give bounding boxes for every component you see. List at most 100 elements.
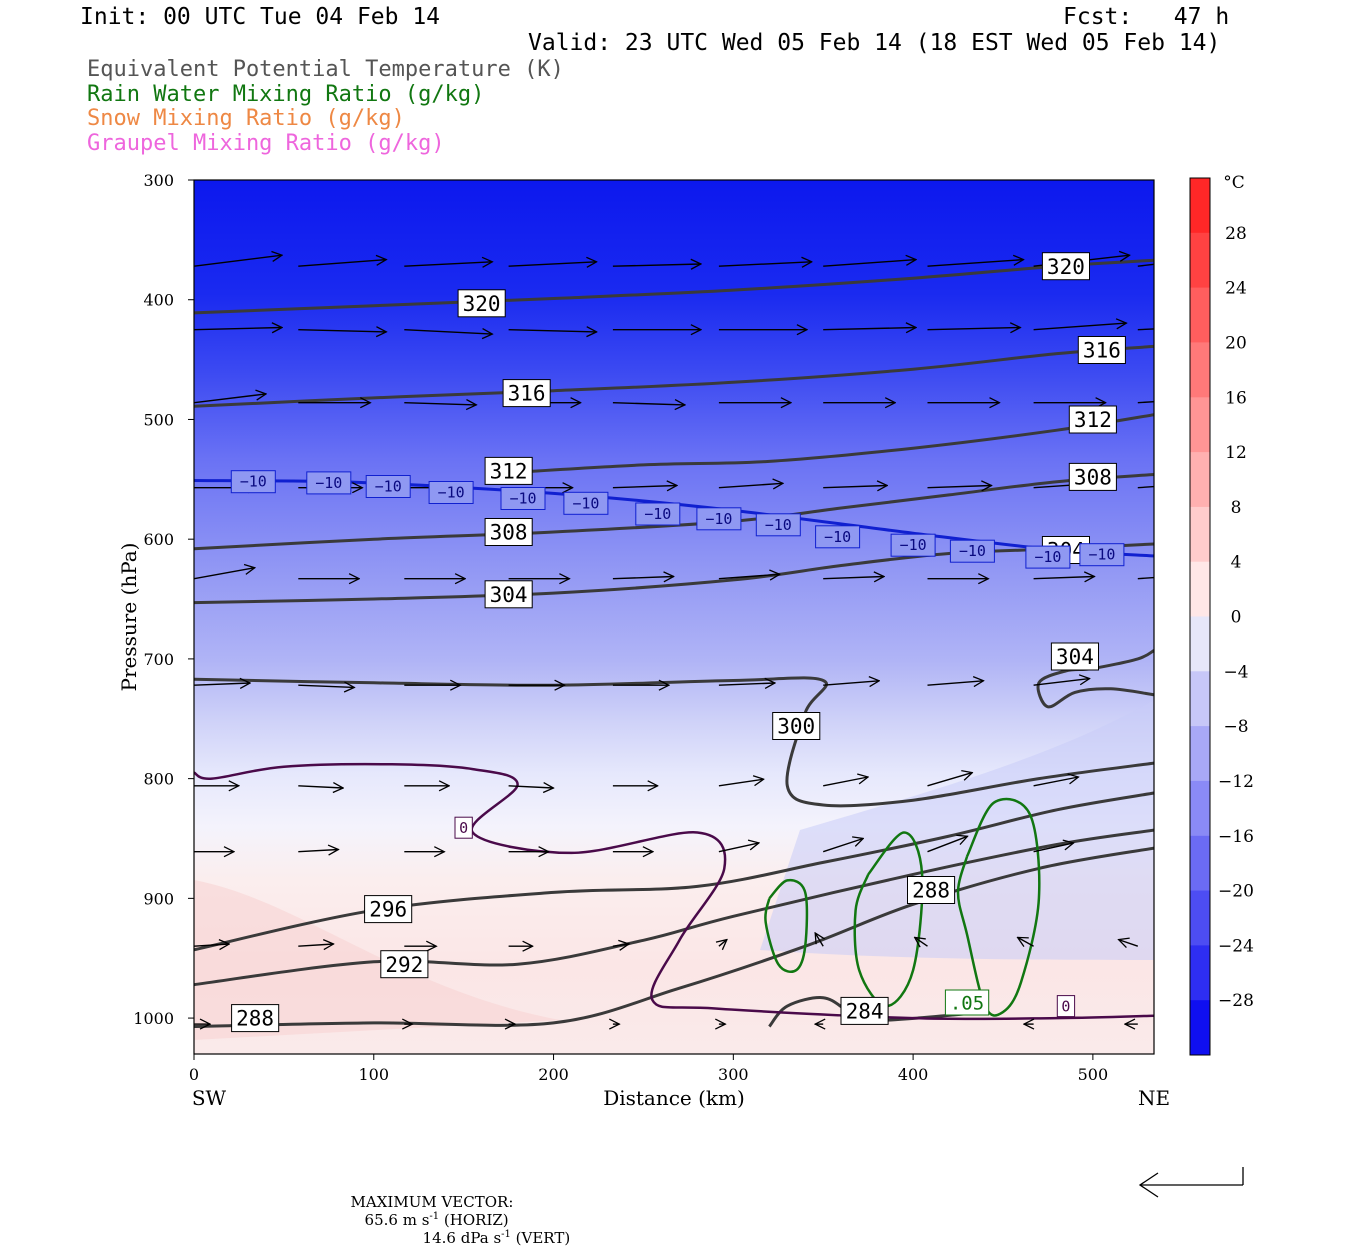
wind-vector (298, 850, 338, 852)
minus10-label-box (815, 525, 861, 549)
minus10-label: −10 (315, 474, 342, 492)
wind-vector (823, 486, 887, 488)
theta-e-label: 320 (463, 292, 501, 316)
vert-exponent: -1 (501, 1229, 511, 1240)
max-vector-key (1138, 1167, 1244, 1198)
wind-vector (612, 264, 701, 266)
minus10-label-box (1079, 543, 1125, 567)
valid-time: Valid: 23 UTC Wed 05 Feb 14 (18 EST Wed … (528, 30, 1221, 56)
theta-e-label-box (772, 712, 821, 740)
theta-e-label: 288 (912, 879, 950, 903)
colorbar-swatch (1190, 726, 1210, 782)
theta-e-contour-316 (194, 344, 1154, 408)
colorbar-frame (1189, 177, 1211, 1056)
wind-vector (194, 255, 282, 267)
x-tick-label: 0 (189, 1065, 199, 1084)
wind-vector (718, 779, 764, 787)
theta-e-label-box (1068, 462, 1117, 491)
theta-e-label: 316 (1083, 339, 1121, 363)
theta-e-label: 320 (1047, 255, 1085, 279)
wind-vector (915, 937, 928, 946)
key-arrow-head (1138, 1172, 1159, 1198)
colorbar-tick-label: −4 (1223, 662, 1248, 682)
wind-vector (823, 577, 884, 579)
rain-water-label: .05 (950, 992, 984, 1014)
wind-vector (927, 773, 973, 787)
wind-vector (1033, 777, 1079, 787)
minus10-label: −10 (644, 505, 671, 523)
minus10-label: −10 (509, 490, 536, 508)
legend-rain-water: Rain Water Mixing Ratio (g/kg) (87, 82, 485, 107)
colorbar-tick-label: −16 (1218, 827, 1254, 847)
wind-vector (823, 328, 916, 330)
zero-isotherm-label-box (1056, 995, 1076, 1018)
y-tick-label: 800 (143, 770, 174, 789)
cross-section-chart: 3203203163163123123083083043043043002962… (117, 171, 1254, 1198)
minus10-label: −10 (959, 542, 986, 560)
theta-e-label: 304 (1056, 645, 1094, 669)
rain-water-label-box (944, 989, 990, 1016)
colorbar-unit: °C (1223, 173, 1245, 193)
wind-vector (194, 568, 255, 580)
theta-e-contour-300 (194, 676, 1154, 808)
y-tick-label: 900 (143, 889, 174, 908)
theta-e-label-box (1041, 252, 1091, 281)
wind-vector (718, 683, 775, 685)
y-tick-label: 1000 (133, 1009, 174, 1028)
ne-endpoint-label: NE (1138, 1086, 1170, 1110)
wind-vector (298, 944, 333, 946)
theta-e-label: 292 (385, 953, 423, 977)
theta-e-label: 288 (236, 1007, 274, 1031)
theta-e-label: 308 (490, 521, 528, 545)
wind-vector (298, 330, 386, 332)
minus10-label-box (1025, 545, 1071, 569)
wind-vector (404, 330, 492, 334)
minus10-label-box (230, 470, 276, 494)
x-tick-label: 100 (359, 1065, 390, 1084)
theta-e-label-box (484, 456, 533, 485)
theta-e-label-box (907, 876, 956, 904)
theta-e-label-box (1077, 336, 1126, 364)
wind-vector (612, 577, 674, 579)
theta-e-label: 284 (846, 1000, 884, 1024)
wind-vector (823, 777, 868, 787)
minus10-label: −10 (765, 516, 792, 534)
max-vert-unit: (VERT) (510, 1229, 571, 1247)
wind-vector (194, 944, 229, 946)
wind-vector (1033, 577, 1095, 579)
colorbar-swatch (1190, 1000, 1210, 1056)
colorbar-swatch (1190, 780, 1210, 837)
y-tick-label: 400 (143, 291, 174, 310)
wind-vector (718, 843, 759, 853)
theta-e-contour-292 (194, 828, 1154, 987)
max-vector-footer: MAXIMUM VECTOR: 65.6 m s-1 (HORIZ) 14.6 … (341, 1175, 571, 1247)
max-vector-label: MAXIMUM VECTOR: (350, 1193, 514, 1211)
colorbar-swatch (1190, 616, 1210, 672)
minus10-label-box (428, 481, 474, 504)
colorbar-tick-label: 24 (1225, 279, 1247, 299)
colorbar-swatch (1190, 342, 1210, 398)
theta-e-contour-288 (194, 846, 1154, 1028)
theta-e-label-box (231, 1004, 280, 1033)
max-vert-value: 14.6 dPa s (422, 1229, 502, 1247)
minus10-label: −10 (240, 473, 267, 491)
wind-vector (718, 483, 783, 487)
wind-vector (1033, 323, 1127, 331)
theta-e-label: 296 (369, 898, 407, 922)
wind-vector (718, 574, 780, 578)
wind-vector (1033, 679, 1090, 686)
colorbar-tick-label: −20 (1218, 882, 1254, 902)
colorbar-tick-label: −28 (1218, 991, 1254, 1011)
colorbar-swatch (1190, 397, 1210, 453)
minus10-label-box (306, 471, 352, 495)
theta-e-label-box (484, 518, 533, 546)
minus10-label: −10 (572, 494, 599, 512)
minus10-label: −10 (375, 478, 402, 496)
wind-vector (508, 330, 597, 332)
colorbar-swatch (1190, 890, 1210, 946)
y-tick-label: 600 (143, 530, 174, 549)
wind-vector (404, 403, 476, 405)
wind-vector (823, 260, 916, 267)
rain-water-contour-0 (764, 878, 809, 973)
wind-vector (927, 328, 1021, 330)
